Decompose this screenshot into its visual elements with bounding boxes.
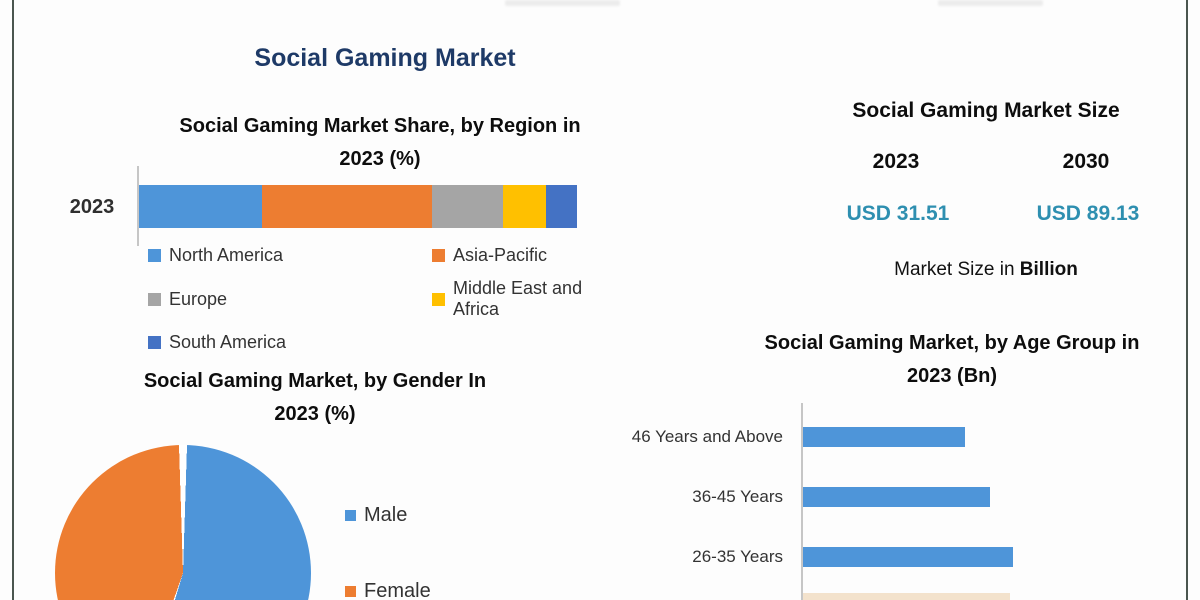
market-size-caption-prefix: Market Size in: [894, 259, 1015, 280]
age-bar-label-26-35-years: 26-35 Years: [692, 547, 783, 566]
age-bar-label-46-years-and-above: 46 Years and Above: [631, 427, 783, 446]
gender-legend-swatch-male: [345, 510, 356, 521]
region-chart-axis-line: [137, 166, 139, 246]
region-legend-swatch-asia-pacific: [432, 249, 445, 262]
frame-right-border: [1186, 0, 1188, 600]
market-size-caption: Market Size in Billion: [810, 259, 1162, 281]
age-bar-label-36-45-years: 36-45 Years: [692, 487, 783, 506]
region-bar-segment-south-america: [546, 185, 577, 228]
page-title: Social Gaming Market: [254, 44, 516, 72]
region-chart-category-label: 2023: [69, 196, 115, 218]
gender-chart-title-line2: 2023 (%): [274, 403, 356, 425]
region-chart-title: Social Gaming Market Share, by Region in…: [105, 110, 655, 176]
gender-legend-label-male: Male: [364, 504, 408, 526]
age-bar-26-35-years: [803, 547, 1013, 567]
frame-left-border: [12, 0, 14, 600]
region-bar-segment-asia-pacific: [261, 185, 433, 228]
gender-legend-item-female: Female: [345, 580, 431, 600]
region-legend-swatch-middle-east-and-africa: [432, 292, 445, 306]
region-legend-label-north-america: North America: [169, 245, 284, 265]
region-legend-label-south-america: South America: [169, 332, 287, 352]
region-chart-title-line2: 2023 (%): [339, 148, 421, 170]
region-legend-swatch-europe: [148, 292, 161, 306]
gender-chart-title-line1: Social Gaming Market, by Gender In: [143, 370, 487, 392]
region-stacked-bar: [139, 185, 577, 228]
market-size-title: Social Gaming Market Size: [852, 99, 1120, 122]
region-bar-segment-europe: [432, 185, 503, 228]
age-chart-title: Social Gaming Market, by Age Group in 20…: [702, 327, 1200, 393]
region-chart-legend: North America Asia-Pacific Europe Middle Ea…: [148, 245, 618, 353]
region-legend-item-middle-east-and-africa: Middle East and Africa: [432, 278, 618, 320]
region-legend-item-south-america: South America: [148, 332, 432, 353]
age-bar-46-years-and-above: [803, 427, 965, 447]
region-legend-label-middle-east-and-africa: Middle East and Africa: [453, 278, 583, 319]
region-chart-title-line1: Social Gaming Market Share, by Region in: [179, 115, 581, 137]
region-legend-swatch-north-america: [148, 249, 161, 262]
region-bar-segment-north-america: [139, 185, 262, 228]
region-legend-label-asia-pacific: Asia-Pacific: [453, 245, 548, 265]
region-legend-item-north-america: North America: [148, 245, 432, 266]
market-size-value-2030: USD 89.13: [1036, 202, 1140, 225]
age-chart-title-line2: 2023 (Bn): [906, 365, 998, 387]
gender-legend-item-male: Male: [345, 504, 431, 527]
region-bar-segment-middle-east-and-africa: [502, 185, 547, 228]
region-legend-label-europe: Europe: [169, 288, 228, 309]
market-size-year-2023: 2023: [872, 150, 920, 173]
age-bar-36-45-years: [803, 487, 990, 507]
cropped-text-artifact-left: [505, 0, 620, 6]
market-size-caption-unit: Billion: [1019, 259, 1078, 280]
gender-legend-swatch-female: [345, 586, 356, 597]
region-legend-item-asia-pacific: Asia-Pacific: [432, 245, 618, 266]
market-size-year-2030: 2030: [1062, 150, 1110, 173]
gender-chart-legend: Male Female: [345, 504, 431, 600]
region-legend-item-europe: Europe: [148, 278, 432, 320]
age-bar-partial-cutoff: [803, 593, 1010, 600]
cropped-text-artifact-right: [938, 0, 1043, 6]
market-size-value-2023: USD 31.51: [846, 202, 950, 225]
age-chart-title-line1: Social Gaming Market, by Age Group in: [764, 332, 1140, 354]
gender-chart-title: Social Gaming Market, by Gender In 2023 …: [40, 365, 590, 431]
gender-pie: [55, 445, 311, 600]
gender-legend-label-female: Female: [364, 580, 431, 600]
age-chart-axis-line: [801, 403, 803, 600]
region-legend-swatch-south-america: [148, 336, 161, 349]
